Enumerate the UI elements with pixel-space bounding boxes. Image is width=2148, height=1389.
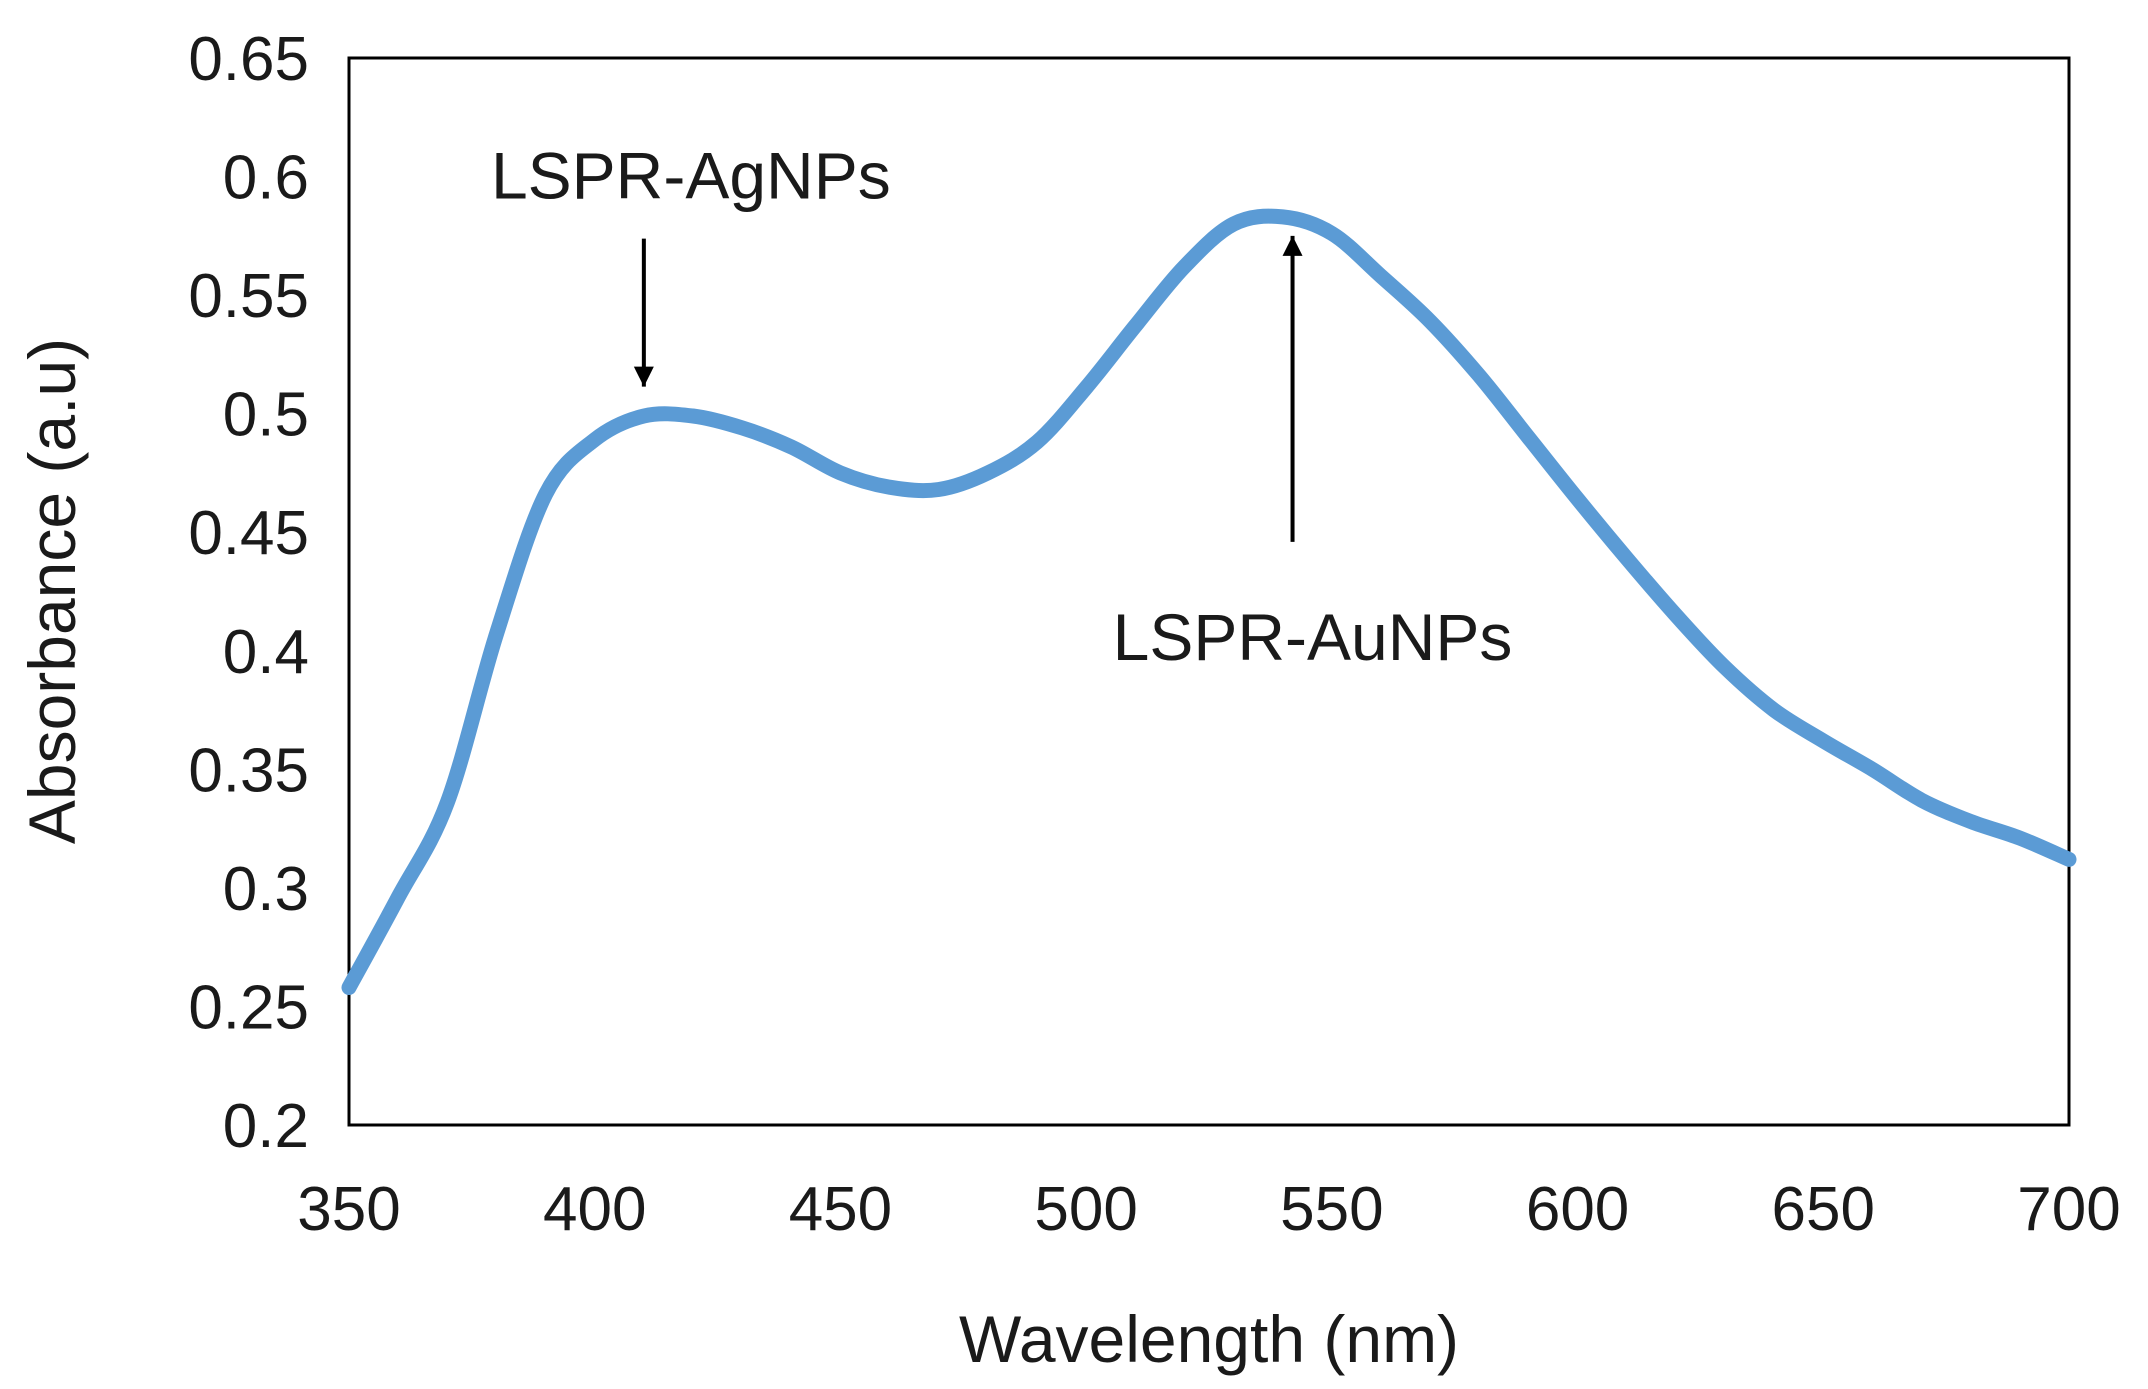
y-tick-label: 0.4 [223, 618, 309, 687]
y-tick-label: 0.3 [223, 855, 309, 924]
x-axis-ticks: 350 400 450 500 550 600 650 700 [297, 1175, 2120, 1244]
y-tick-label: 0.25 [188, 973, 309, 1042]
y-axis-title: Absorbance (a.u) [15, 338, 89, 844]
y-tick-label: 0.65 [188, 25, 309, 94]
x-axis-title: Wavelength (nm) [959, 1302, 1459, 1376]
annotations: LSPR-AgNPs LSPR-AuNPs [491, 139, 1512, 674]
annotation-au: LSPR-AuNPs [1113, 235, 1513, 674]
x-tick-label: 700 [2017, 1175, 2120, 1244]
x-tick-label: 650 [1772, 1175, 1875, 1244]
y-tick-label: 0.35 [188, 736, 309, 805]
annotation-label: LSPR-AgNPs [491, 139, 891, 213]
y-tick-label: 0.45 [188, 499, 309, 568]
x-tick-label: 350 [297, 1175, 400, 1244]
annotation-label: LSPR-AuNPs [1113, 600, 1513, 674]
y-tick-label: 0.5 [223, 381, 309, 450]
x-tick-label: 600 [1526, 1175, 1629, 1244]
x-tick-label: 500 [1034, 1175, 1137, 1244]
x-tick-label: 450 [789, 1175, 892, 1244]
y-axis-ticks: 0.2 0.25 0.3 0.35 0.4 0.45 0.5 0.55 0.6 0.65 [188, 25, 309, 1161]
annotation-ag: LSPR-AgNPs [491, 139, 891, 387]
x-tick-label: 400 [543, 1175, 646, 1244]
x-tick-label: 550 [1280, 1175, 1383, 1244]
series-line-absorbance [341, 208, 2077, 995]
y-tick-label: 0.55 [188, 262, 309, 331]
y-tick-label: 0.2 [223, 1092, 309, 1161]
plot-area-frame [347, 56, 2071, 1127]
y-tick-label: 0.6 [223, 144, 309, 213]
